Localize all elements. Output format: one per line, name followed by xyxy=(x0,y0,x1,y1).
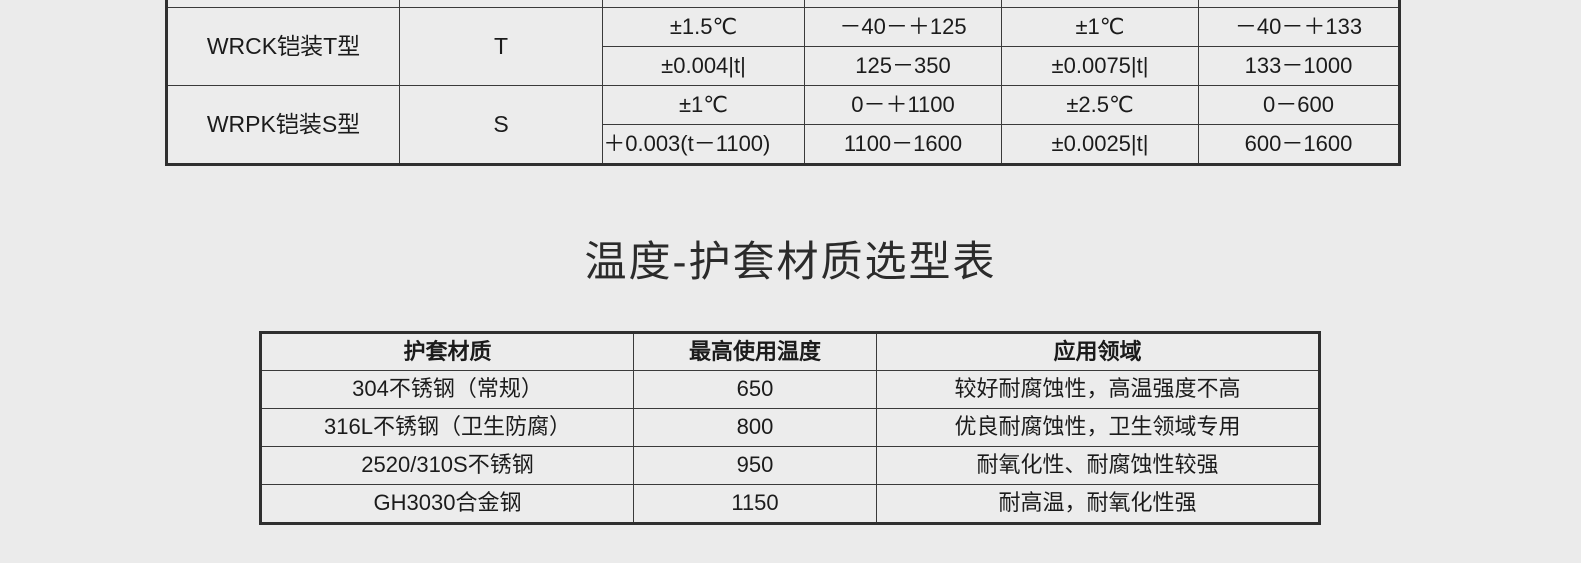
cell-max-temperature: 950 xyxy=(633,446,877,485)
cell-application: 耐高温，耐氧化性强 xyxy=(876,484,1320,524)
cell-application: 优良耐腐蚀性，卫生领域专用 xyxy=(876,408,1320,447)
spec-tolerance1-clipped: ±0.004|t| xyxy=(602,0,805,8)
spec-tolerance2-cell: ±0.0075|t| xyxy=(1001,46,1199,86)
spec-range1-cell: 125－350 xyxy=(804,46,1002,86)
table-row: GH3030合金钢 1150 耐高温，耐氧化性强 xyxy=(260,484,1320,524)
spec-tolerance1-cell: ±1.5℃ xyxy=(602,7,805,47)
spec-range2-cell: 133－1000 xyxy=(1198,46,1400,86)
spec-range1-cell: 0－＋1100 xyxy=(804,85,1002,125)
spec-tolerance2-cell: ±1℃ xyxy=(1001,7,1199,47)
spec-range1-cell: 1100－1600 xyxy=(804,124,1002,165)
spec-model-cell-clipped xyxy=(166,0,400,8)
spec-tolerance2-cell: ±0.0025|t| xyxy=(1001,124,1199,165)
spec-tolerance1-cell: ±1℃ xyxy=(602,85,805,125)
spec-range1-clipped: 370－750 xyxy=(804,0,1002,8)
spec-tolerance-formula: 1＋0.003(t－1100) xyxy=(602,130,771,156)
table-row: WRCK铠装T型 T ±1.5℃ －40－＋125 ±1℃ －40－＋133 xyxy=(166,7,1400,86)
spec-range2-cell: 0－600 xyxy=(1198,85,1400,125)
cell-max-temperature: 650 xyxy=(633,370,877,409)
cell-material: 304不锈钢（常规） xyxy=(260,370,634,409)
cell-material: GH3030合金钢 xyxy=(260,484,634,524)
header-material: 护套材质 xyxy=(260,332,634,371)
spec-code-cell: T xyxy=(399,7,603,86)
table-row: ±0.004|t| 370－750 ±0.004|t| 600－750 xyxy=(166,0,1400,8)
spec-range1-cell: －40－＋125 xyxy=(804,7,1002,47)
spec-code-cell-clipped xyxy=(399,0,603,8)
spec-model-cell: WRCK铠装T型 xyxy=(166,7,400,86)
cell-max-temperature: 1150 xyxy=(633,484,877,524)
spec-code-cell: S xyxy=(399,85,603,165)
header-max-temperature: 最高使用温度 xyxy=(633,332,877,371)
spec-tolerance1-cell: 1＋0.003(t－1100) xyxy=(602,124,805,165)
spec-range2-cell: 600－1600 xyxy=(1198,124,1400,165)
thermocouple-spec-table: ±0.004|t| 370－750 ±0.004|t| 600－750 WRCK… xyxy=(165,0,1401,166)
cell-application: 较好耐腐蚀性，高温强度不高 xyxy=(876,370,1320,409)
spec-model-cell: WRPK铠装S型 xyxy=(166,85,400,165)
spec-tolerance1-cell: ±0.004|t| xyxy=(602,46,805,86)
table-row: 1＋0.003(t－1100) 1100－1600 ±0.0025|t| 600… xyxy=(167,124,1400,165)
table-header-row: 护套材质 最高使用温度 应用领域 xyxy=(260,332,1320,371)
header-application: 应用领域 xyxy=(876,332,1320,371)
spec-tolerance2-cell: ±2.5℃ xyxy=(1001,85,1199,125)
table-row: WRPK铠装S型 S ±1℃ 0－＋1100 ±2.5℃ 0－600 xyxy=(166,85,1400,165)
cell-material: 2520/310S不锈钢 xyxy=(260,446,634,485)
cell-max-temperature: 800 xyxy=(633,408,877,447)
table-row: 304不锈钢（常规） 650 较好耐腐蚀性，高温强度不高 xyxy=(260,370,1320,409)
cell-application: 耐氧化性、耐腐蚀性较强 xyxy=(876,446,1320,485)
table-row: 316L不锈钢（卫生防腐） 800 优良耐腐蚀性，卫生领域专用 xyxy=(260,408,1320,447)
table-row: ±0.004|t| 125－350 ±0.0075|t| 133－1000 xyxy=(167,46,1400,86)
table-row: 2520/310S不锈钢 950 耐氧化性、耐腐蚀性较强 xyxy=(260,446,1320,485)
spec-tolerance2-clipped: ±0.004|t| xyxy=(1001,0,1199,8)
cell-material: 316L不锈钢（卫生防腐） xyxy=(260,408,634,447)
page-title: 温度-护套材质选型表 xyxy=(584,238,997,285)
spec-range2-cell: －40－＋133 xyxy=(1198,7,1400,47)
sheath-material-table: 护套材质 最高使用温度 应用领域 304不锈钢（常规） 650 较好耐腐蚀性，高… xyxy=(259,331,1321,525)
spec-range2-clipped: 600－750 xyxy=(1198,0,1400,8)
